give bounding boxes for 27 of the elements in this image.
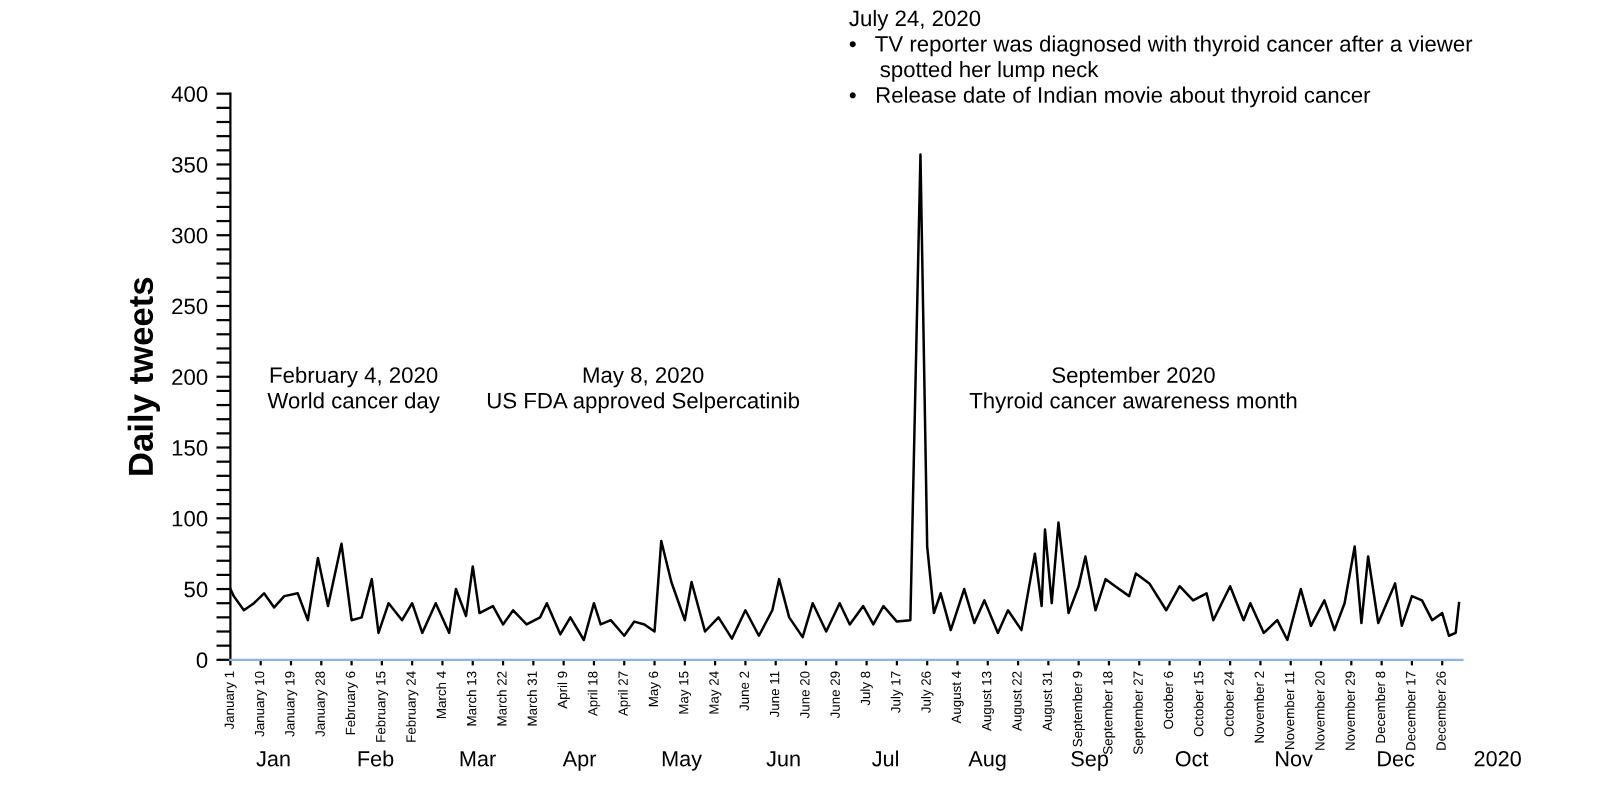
y-tick-label: 0 — [196, 652, 208, 669]
annotation: May 8, 2020 US FDA approved Selpercatinib — [487, 367, 800, 413]
text: Mar — [460, 751, 496, 767]
text: Feb — [358, 750, 394, 767]
text: Oct — [1175, 751, 1209, 767]
text: Jun — [766, 751, 800, 767]
annotation: February 4, 2020 World cancer day — [267, 366, 440, 413]
text: Jan — [256, 751, 290, 767]
text: Dec — [1378, 751, 1415, 767]
text: Aug — [968, 751, 1006, 771]
y-tick-label: 150 — [172, 440, 208, 456]
y-tick-label: 400 — [171, 86, 208, 102]
y-tick-label: 300 — [171, 227, 208, 244]
annotation: July 24, 2020 • TV reporter was diagnosed with thyroid cancer after a viewer spotted her lump neck • Release date of Indian movie about thyroid cancer — [849, 9, 1473, 108]
text: Jul — [872, 750, 898, 767]
text: Nov — [1276, 751, 1313, 767]
text: 2020 — [1474, 751, 1521, 767]
y-axis-title: Daily tweets — [127, 277, 160, 475]
y-tick-label: 50 — [184, 581, 208, 598]
annotation: September 2020 Thyroid cancer awareness month — [969, 366, 1297, 413]
y-tick-label: 100 — [172, 510, 208, 527]
text: Apr — [562, 751, 597, 771]
text: May — [662, 751, 702, 771]
y-tick-label: 250 — [172, 298, 208, 315]
text: Sep — [1071, 751, 1108, 771]
y-tick-label: 200 — [172, 369, 208, 386]
y-tick-label: 350 — [171, 156, 208, 173]
